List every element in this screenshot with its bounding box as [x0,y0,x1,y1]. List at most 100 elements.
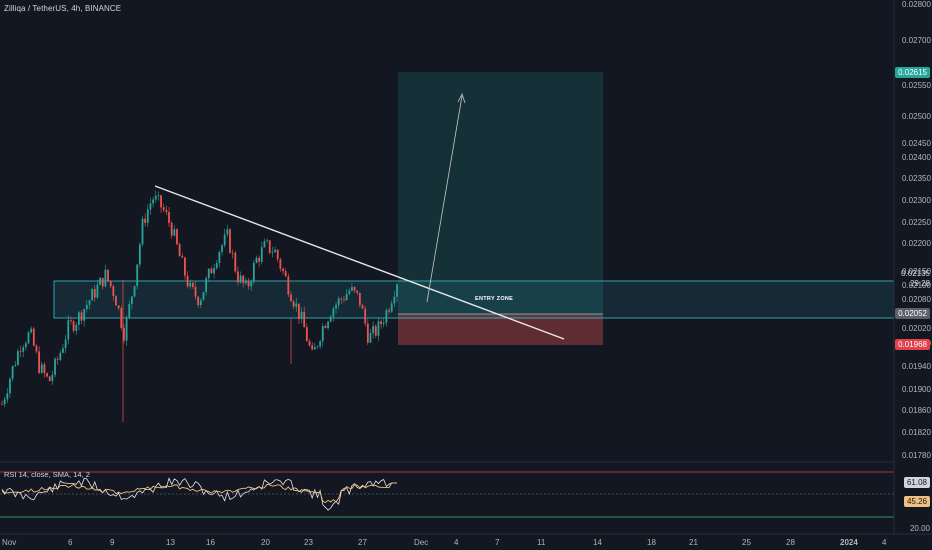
candle-body [335,304,337,309]
price-tick-label: 0.02500 [902,112,931,121]
candle-body [96,284,99,298]
candle-body [19,351,22,353]
candle-body [120,308,123,328]
candle-body [263,241,266,248]
candle-body [178,244,181,257]
candle-body [101,277,104,287]
candle-body [51,374,54,382]
trend-line[interactable] [154,185,565,340]
symbol-title[interactable]: Zilliqa / TetherUS, 4h, BINANCE [4,4,122,13]
bar-countdown: 29:28 [909,279,930,288]
rsi-line [1,477,397,511]
rsi-sma-badge: 45.26 [903,496,930,507]
time-tick-label: 13 [166,538,175,547]
candle-body [348,290,351,294]
candle-body [173,229,176,236]
candle-body [229,229,231,253]
candle-body [32,328,35,346]
price-tick-label: 0.02450 [902,139,931,148]
time-tick-label: Dec [414,538,428,547]
candle-body [390,303,393,312]
price-tick-label: 0.02250 [902,218,931,227]
candle-body [316,346,319,348]
candle-body [332,308,335,317]
candle-body [160,195,162,208]
candle-body [67,320,70,340]
candle-body [3,399,6,405]
rsi-sma-line [1,482,397,504]
candle-body [38,351,41,373]
candle-body [218,251,221,263]
rsi-indicator-title[interactable]: RSI 14, close, SMA, 14, 2 [4,470,90,479]
candle-body [353,287,356,291]
candle-body [117,305,120,309]
time-tick-label: Nov [2,538,16,547]
time-tick-label: 27 [358,538,367,547]
candle-body [210,268,213,274]
candle-body [377,321,380,336]
candle-body [345,293,348,301]
candle-body [64,339,67,349]
candle-body [181,256,184,258]
time-axis[interactable]: Nov 6 9 13 16 20 23 27 Dec 4 7 11 14 18 21 25 28 2024 4 [2,538,887,547]
loss-zone[interactable] [398,314,603,345]
candle-body [396,284,398,297]
projection-arrow[interactable] [426,95,463,303]
price-tick-label: 0.01860 [902,406,931,415]
candle-body [258,257,261,262]
candle-body [234,252,237,272]
candle-body [30,328,33,333]
candle-body [91,289,94,301]
entry-zone-box[interactable] [53,280,895,319]
candle-body [88,300,91,305]
candle-body [303,311,306,328]
candle-body [329,316,332,322]
candle-body [141,218,144,245]
candle-body [107,269,109,281]
price-tick-label: 0.02020 [902,324,931,333]
candle-body [305,327,308,342]
candle-body [300,311,303,320]
candle-body [83,309,86,321]
time-tick-label: 7 [495,538,500,547]
candle-body [244,280,247,284]
candle-body [340,298,343,300]
candle-body [369,333,372,343]
candle-body [202,292,205,301]
candle-body [112,286,115,297]
time-tick-label: 9 [110,538,115,547]
candle-body [72,321,75,331]
entry-zone-label: ENTRY ZONE [475,296,514,302]
price-tick-label: 0.01780 [902,451,931,460]
candle-body [184,257,186,276]
candle-body [154,195,157,200]
time-tick-label: 18 [647,538,656,547]
candle-body [382,322,385,325]
candle-body [205,278,208,293]
time-tick-label: 21 [689,538,698,547]
candle-body [327,321,329,329]
candle-body [266,240,269,242]
candle-body [46,373,48,377]
candle-body [223,234,226,246]
candle-body [62,348,64,353]
candle-body [364,308,367,324]
candle-body [321,326,324,342]
candle-body [130,296,133,305]
candle-body [356,290,359,293]
candle-body [168,212,170,223]
candle-body [268,240,271,253]
price-tick-label: 0.01900 [902,385,931,394]
candle-body [351,287,353,291]
candle-body [242,275,245,284]
price-tick-label: 0.02800 [902,0,931,9]
profit-zone[interactable] [398,72,603,314]
time-tick-label: 16 [206,538,215,547]
candle-body [27,332,30,344]
candle-body [274,249,276,253]
candle-body [298,303,300,320]
time-tick-label: 2024 [840,538,858,547]
candles [1,190,398,422]
